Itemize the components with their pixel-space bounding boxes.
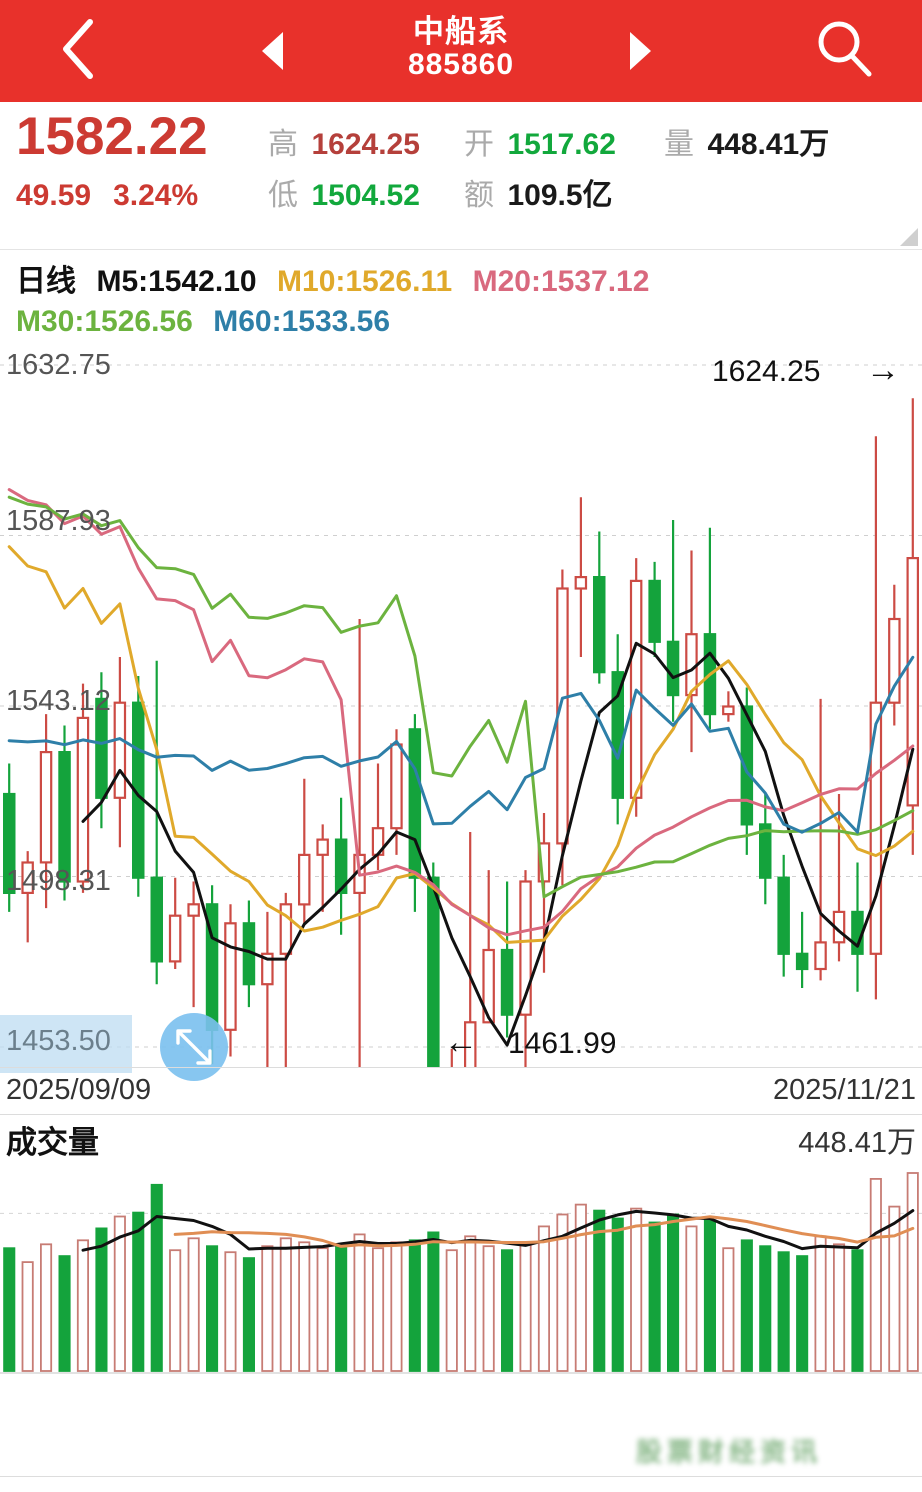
- volume-header: 成交量 448.41万: [0, 1115, 922, 1163]
- change-percent: 3.24%: [113, 179, 199, 212]
- back-button[interactable]: [56, 18, 102, 80]
- stock-name: 中船系: [413, 14, 509, 49]
- volume-value: 448.41万: [707, 128, 830, 161]
- y-label-1: 1587.93: [6, 505, 111, 538]
- amount-label: 额: [464, 179, 494, 212]
- triangle-left-icon: [262, 32, 283, 70]
- y-label-0: 1632.75: [6, 349, 111, 382]
- ma-legend[interactable]: 日线 M5:1542.10 M10:1526.11 M20:1537.12 M3…: [0, 250, 922, 347]
- watermark-text: 股票财经资讯: [636, 1437, 823, 1467]
- candlestick-chart[interactable]: 1632.75 1587.93 1543.12 1498.31 1453.50 …: [0, 347, 922, 1082]
- expand-arrows-icon: [176, 1029, 212, 1065]
- y-label-3: 1498.31: [6, 865, 111, 898]
- resize-handle-icon[interactable]: [898, 228, 918, 246]
- low-marker-value: 1461.99: [508, 1027, 617, 1061]
- volume-max-value: 448.41万: [798, 1127, 916, 1160]
- low-label: 低: [268, 179, 298, 212]
- high-marker-value: 1624.25: [712, 355, 821, 389]
- search-icon: [818, 21, 872, 77]
- volume-chart[interactable]: 成交量 448.41万: [0, 1115, 922, 1383]
- candlestick-plot: [0, 364, 922, 1068]
- y-label-2: 1543.12: [6, 685, 111, 718]
- high-marker-arrow: →: [866, 351, 900, 390]
- high-value: 1624.25: [311, 128, 420, 161]
- app-header: 中船系 885860: [0, 0, 922, 102]
- open-value: 1517.62: [507, 128, 616, 161]
- y-axis-highlight: [0, 1015, 132, 1074]
- y-label-4: 1453.50: [6, 1025, 111, 1058]
- volume-plot: [0, 1172, 922, 1374]
- bottom-divider: [0, 1476, 922, 1477]
- triangle-right-icon: [630, 32, 651, 70]
- open-label: 开: [464, 128, 494, 161]
- ma5-label: M5:1542.10: [96, 265, 257, 298]
- amount-value: 109.5亿: [507, 179, 613, 212]
- last-price: 1582.22: [16, 107, 208, 166]
- date-axis: 2025/09/09 2025/11/21: [0, 1067, 922, 1116]
- date-start: 2025/09/09: [6, 1074, 152, 1107]
- prev-stock-button[interactable]: [262, 32, 283, 70]
- change-value: 49.59: [16, 179, 92, 212]
- low-value: 1504.52: [311, 179, 420, 212]
- ma-period: 日线: [16, 265, 76, 298]
- low-marker-arrow: ←: [444, 1023, 478, 1062]
- ma10-label: M10:1526.11: [277, 265, 453, 298]
- ma30-label: M30:1526.56: [16, 304, 193, 338]
- quote-panel: 1582.22 高 1624.25 开 1517.62 量 448.41万 49…: [0, 102, 922, 250]
- stock-code: 885860: [407, 48, 515, 81]
- ma20-label: M20:1537.12: [472, 265, 650, 298]
- expand-chart-button[interactable]: [160, 1013, 228, 1082]
- volume-label: 量: [664, 128, 694, 161]
- search-button[interactable]: [812, 16, 876, 80]
- ma60-label: M60:1533.56: [213, 304, 391, 338]
- high-label: 高: [268, 128, 298, 161]
- date-end: 2025/11/21: [773, 1074, 916, 1107]
- next-stock-button[interactable]: [630, 32, 651, 70]
- quote-divider: [0, 249, 922, 250]
- chevron-left-icon: [63, 19, 93, 79]
- volume-title: 成交量: [6, 1125, 99, 1161]
